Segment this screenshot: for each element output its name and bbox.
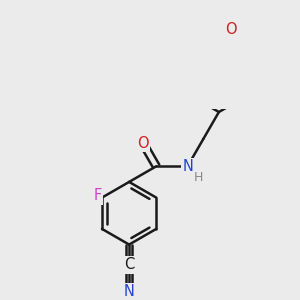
Text: O: O: [137, 136, 149, 151]
Text: F: F: [94, 188, 102, 203]
Text: H: H: [194, 171, 203, 184]
Text: N: N: [124, 284, 135, 299]
Text: O: O: [225, 22, 236, 37]
Text: N: N: [182, 159, 193, 174]
Text: C: C: [124, 257, 134, 272]
